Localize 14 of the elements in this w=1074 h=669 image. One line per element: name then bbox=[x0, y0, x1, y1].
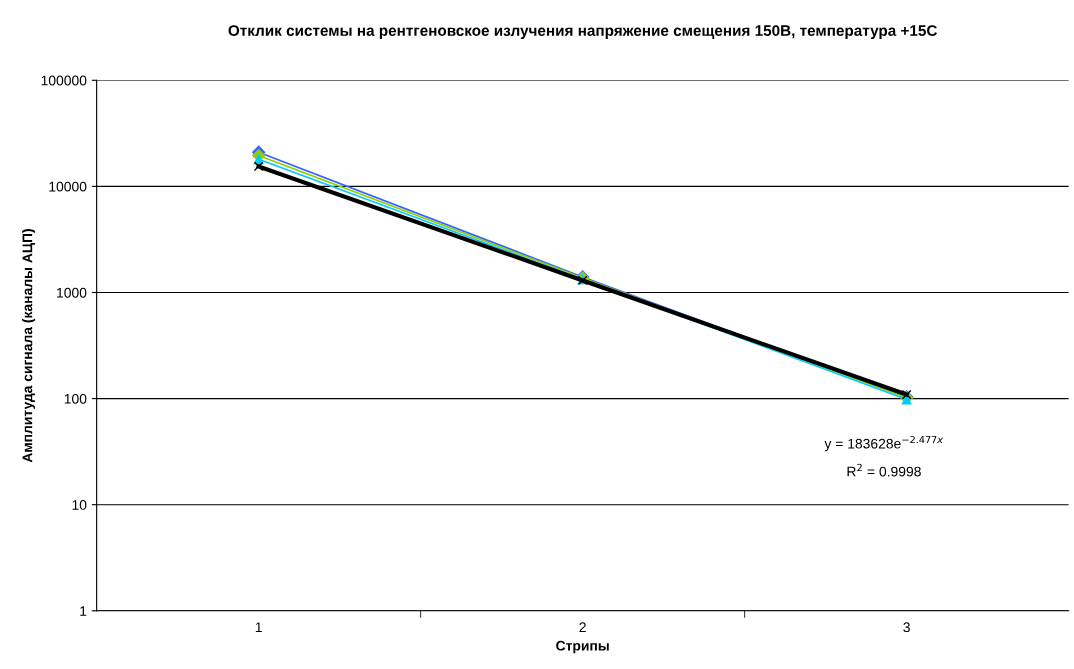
annotation: y = 183628e$^{−2.477x}$ bbox=[824, 435, 944, 452]
y-tick-label: 100 bbox=[64, 393, 87, 404]
y-tick-label: 1 bbox=[80, 606, 87, 616]
chart-title: Отклик системы на рентгеновское излучения напряжение смещения 150В, температура +15С bbox=[228, 25, 938, 40]
x-tick-label: 1 bbox=[255, 622, 262, 632]
y-tick-label: 1000 bbox=[57, 287, 87, 298]
x-axis-title: Стрипы bbox=[556, 640, 609, 654]
annotation: R$^{2}$ = 0.9998 bbox=[847, 463, 921, 477]
y-tick-label: 10000 bbox=[49, 181, 87, 192]
y-tick-label: 100000 bbox=[41, 75, 87, 86]
y-axis-title: Амплитуда сигнала (каналы АЦП) bbox=[22, 229, 36, 463]
y-tick-label: 10 bbox=[72, 500, 87, 510]
x-tick-label: 3 bbox=[903, 622, 910, 633]
x-tick-label: 2 bbox=[579, 622, 586, 632]
